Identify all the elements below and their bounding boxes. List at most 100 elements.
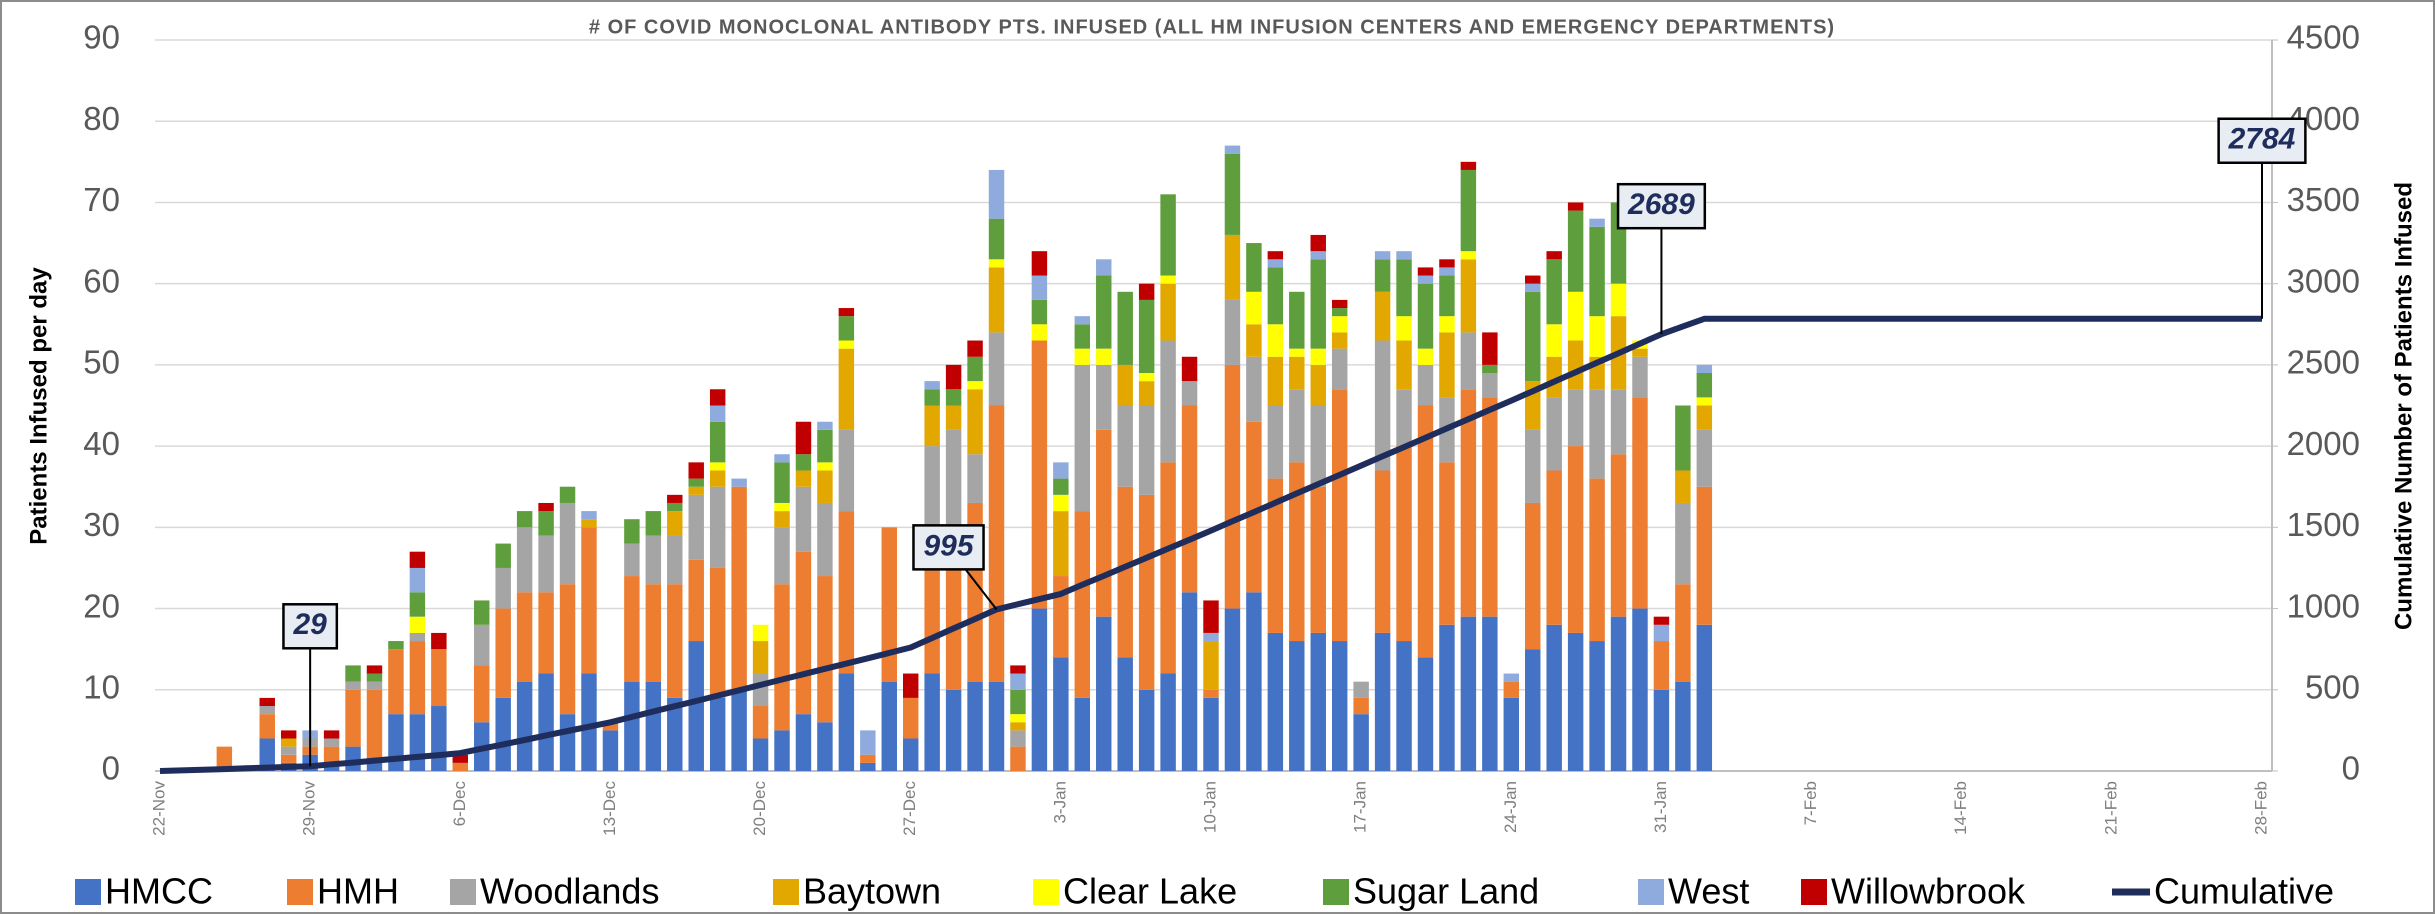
bar-segment bbox=[1417, 283, 1434, 349]
bar-segment bbox=[1632, 356, 1648, 398]
bar-segment bbox=[1181, 405, 1198, 593]
bar-segment bbox=[817, 502, 833, 577]
bar-segment bbox=[1460, 259, 1477, 333]
bar-segment bbox=[1117, 364, 1133, 406]
bar-segment bbox=[731, 486, 747, 690]
bar-segment bbox=[1417, 405, 1434, 658]
y-axis-title: Patients Infused per day bbox=[25, 267, 52, 545]
y2-tick-label: 500 bbox=[2305, 668, 2360, 705]
bar-segment bbox=[881, 527, 897, 682]
bar-segment bbox=[1289, 291, 1305, 349]
y-tick-label: 40 bbox=[83, 425, 120, 462]
bar-segment bbox=[667, 584, 683, 698]
bar-segment bbox=[1546, 470, 1562, 625]
bar-segment bbox=[774, 730, 790, 771]
bar-segment bbox=[1160, 275, 1176, 284]
bar-segment bbox=[1160, 673, 1176, 771]
x-tick-label: 7-Feb bbox=[1801, 781, 1820, 825]
bar-segment bbox=[709, 470, 726, 487]
bar-segment bbox=[1031, 608, 1048, 771]
bar-segment bbox=[774, 584, 790, 731]
bar-segment bbox=[495, 567, 511, 609]
bar-segment bbox=[795, 551, 812, 715]
bar-segment bbox=[1546, 259, 1562, 325]
bar-segment bbox=[581, 673, 597, 771]
bar-segment bbox=[1138, 405, 1155, 495]
x-tick-label: 29-Nov bbox=[300, 781, 319, 836]
bar-segment bbox=[1224, 145, 1241, 154]
bar-segment bbox=[1525, 283, 1541, 292]
bar-segment bbox=[1096, 275, 1112, 349]
bar-segment bbox=[366, 665, 383, 674]
bar-segment bbox=[1267, 324, 1284, 357]
y2-tick-label: 1000 bbox=[2287, 587, 2360, 624]
bar-segment bbox=[1203, 641, 1219, 690]
bar-segment bbox=[559, 584, 576, 715]
bar-segment bbox=[967, 681, 983, 771]
bar-segment bbox=[1289, 389, 1305, 463]
bar-segment bbox=[280, 730, 297, 739]
bar-segment bbox=[1246, 592, 1262, 771]
bar-segment bbox=[1503, 697, 1520, 771]
bar-segment bbox=[860, 730, 876, 755]
bar-segment bbox=[688, 478, 704, 487]
y2-tick-label: 4500 bbox=[2287, 19, 2360, 56]
bar-segment bbox=[1589, 226, 1605, 317]
bar-segment bbox=[1460, 616, 1477, 771]
bar-segment bbox=[838, 429, 855, 512]
bar-segment bbox=[409, 592, 426, 617]
bar-segment bbox=[1417, 348, 1434, 365]
bar-segment bbox=[1675, 405, 1691, 471]
chart-title: # OF COVID MONOCLONAL ANTIBODY PTS. INFU… bbox=[589, 16, 1835, 38]
bar-segment bbox=[259, 697, 275, 707]
bar-segment bbox=[1546, 251, 1562, 260]
bar-segment bbox=[688, 462, 704, 479]
bar-segment bbox=[967, 454, 983, 503]
bar-segment bbox=[1482, 332, 1498, 365]
bar-segment bbox=[1632, 397, 1648, 609]
bar-segment bbox=[1610, 616, 1627, 771]
bar-segment bbox=[817, 470, 833, 503]
bar-segment bbox=[1010, 673, 1026, 690]
y2-tick-label: 2000 bbox=[2287, 425, 2360, 462]
bar-segment bbox=[924, 381, 940, 390]
bar-segment bbox=[1053, 511, 1069, 577]
bar-segment bbox=[1632, 608, 1648, 771]
bar-segment bbox=[1138, 494, 1155, 690]
bar-segment bbox=[709, 567, 726, 698]
legend-label: Willowbrook bbox=[1831, 871, 2026, 912]
bar-segment bbox=[709, 421, 726, 463]
bar-segment bbox=[1289, 348, 1305, 357]
bar-segment bbox=[1096, 259, 1112, 276]
bar-segment bbox=[345, 689, 361, 747]
y-tick-label: 70 bbox=[83, 181, 120, 218]
bar-segment bbox=[1439, 259, 1455, 268]
bar-segment bbox=[1482, 364, 1498, 374]
x-tick-label: 17-Jan bbox=[1351, 781, 1370, 833]
bar-segment bbox=[1031, 251, 1048, 276]
y-tick-label: 10 bbox=[83, 668, 120, 705]
bar-segment bbox=[1010, 689, 1026, 715]
bar-segment bbox=[902, 673, 919, 698]
bar-segment bbox=[1439, 462, 1455, 625]
bar-segment bbox=[1289, 462, 1305, 642]
bar-segment bbox=[902, 697, 919, 739]
bar-segment bbox=[538, 502, 554, 512]
bar-segment bbox=[1053, 462, 1069, 479]
bar-segment bbox=[388, 641, 404, 650]
bar-segment bbox=[774, 502, 790, 512]
bar-segment bbox=[323, 730, 340, 739]
callout-box bbox=[1616, 182, 1707, 230]
bar-segment bbox=[345, 681, 361, 690]
bar-segment bbox=[1675, 584, 1691, 682]
bar-segment bbox=[709, 462, 726, 471]
bar-segment bbox=[1374, 259, 1391, 292]
bar-segment bbox=[345, 665, 361, 682]
bar-segment bbox=[774, 454, 790, 463]
bar-segment bbox=[1310, 405, 1326, 487]
bar-segment bbox=[1567, 210, 1584, 292]
bar-segment bbox=[945, 689, 962, 771]
bar-segment bbox=[1353, 697, 1369, 715]
bar-segment bbox=[1310, 486, 1326, 633]
bar-segment bbox=[1396, 641, 1412, 771]
